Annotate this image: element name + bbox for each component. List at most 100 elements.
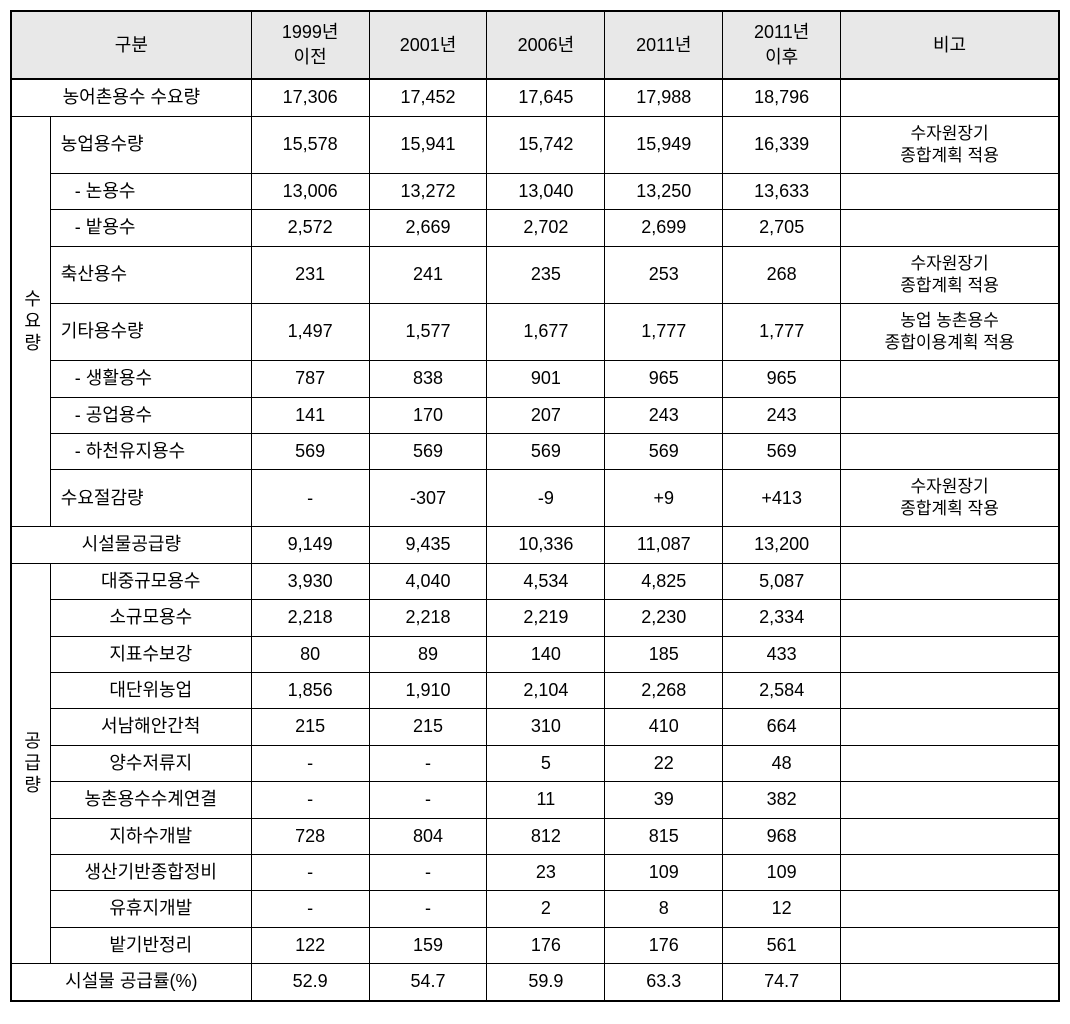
label-idle: 유휴지개발 [50,891,251,927]
cell: 1,497 [251,303,369,360]
cell: 569 [605,433,723,469]
cell: 2,699 [605,210,723,246]
cell: 2,702 [487,210,605,246]
cell: 3,930 [251,563,369,599]
cell: 965 [723,361,841,397]
cell: 4,825 [605,563,723,599]
row-river: - 하천유지용수 569 569 569 569 569 [11,433,1059,469]
cell: 2 [487,891,605,927]
label-largemid: 대중규모용수 [50,563,251,599]
side-demand: 수요량 [11,116,50,527]
cell: 54.7 [369,964,487,1001]
row-small: 소규모용수 2,218 2,218 2,219 2,230 2,334 [11,600,1059,636]
cell: 17,306 [251,79,369,116]
cell: 815 [605,818,723,854]
cell: - [251,854,369,890]
cell: 15,742 [487,116,605,173]
cell: 2,268 [605,673,723,709]
cell: 170 [369,397,487,433]
cell-note: 농업 농촌용수 종합이용계획 적용 [841,303,1059,360]
cell: 838 [369,361,487,397]
col-2006: 2006년 [487,11,605,79]
cell: - [369,854,487,890]
cell-note [841,397,1059,433]
cell: 140 [487,636,605,672]
row-tidal: 서남해안간척 215 215 310 410 664 [11,709,1059,745]
cell-note [841,818,1059,854]
cell: 231 [251,246,369,303]
cell: +413 [723,470,841,527]
label-pump: 양수저류지 [50,745,251,781]
cell-note: 수자원장기 종합계획 적용 [841,116,1059,173]
cell: 215 [251,709,369,745]
cell-note: 수자원장기 종합계획 적용 [841,246,1059,303]
row-livestock: 축산용수 231 241 235 253 268 수자원장기 종합계획 적용 [11,246,1059,303]
cell: 241 [369,246,487,303]
cell: - [369,745,487,781]
cell: 17,988 [605,79,723,116]
cell: 9,149 [251,527,369,563]
cell: 1,677 [487,303,605,360]
side-supply: 공급량 [11,563,50,963]
cell: 664 [723,709,841,745]
cell: - [369,782,487,818]
label-industrial: - 공업용수 [50,397,251,433]
cell: 48 [723,745,841,781]
cell: 965 [605,361,723,397]
row-paddy: - 논용수 13,006 13,272 13,040 13,250 13,633 [11,173,1059,209]
cell: 9,435 [369,527,487,563]
row-industrial: - 공업용수 141 170 207 243 243 [11,397,1059,433]
cell: - [251,891,369,927]
cell: 5 [487,745,605,781]
cell: 215 [369,709,487,745]
row-living: - 생활용수 787 838 901 965 965 [11,361,1059,397]
cell: 253 [605,246,723,303]
cell: 5,087 [723,563,841,599]
label-tidal: 서남해안간척 [50,709,251,745]
cell: 2,230 [605,600,723,636]
cell: 18,796 [723,79,841,116]
cell: 2,584 [723,673,841,709]
cell: 268 [723,246,841,303]
col-2011after: 2011년 이후 [723,11,841,79]
cell: 13,272 [369,173,487,209]
cell: 63.3 [605,964,723,1001]
col-2011: 2011년 [605,11,723,79]
cell-note [841,964,1059,1001]
cell: 11 [487,782,605,818]
label-other: 기타용수량 [50,303,251,360]
label-agri: 농업용수량 [50,116,251,173]
cell: +9 [605,470,723,527]
cell: 968 [723,818,841,854]
col-1999: 1999년 이전 [251,11,369,79]
cell: 243 [605,397,723,433]
cell: 207 [487,397,605,433]
cell: 1,777 [605,303,723,360]
row-largeagri: 대단위농업 1,856 1,910 2,104 2,268 2,584 [11,673,1059,709]
cell: 185 [605,636,723,672]
cell: -307 [369,470,487,527]
label-largeagri: 대단위농업 [50,673,251,709]
cell: 2,218 [251,600,369,636]
cell: - [251,470,369,527]
cell: 235 [487,246,605,303]
cell-note [841,600,1059,636]
label-total-demand: 농어촌용수 수요량 [11,79,251,116]
row-fieldarr: 밭기반정리 122 159 176 176 561 [11,927,1059,963]
label-rate: 시설물 공급률(%) [11,964,251,1001]
cell: 2,104 [487,673,605,709]
cell: 410 [605,709,723,745]
label-paddy: - 논용수 [50,173,251,209]
cell: 141 [251,397,369,433]
cell: 15,578 [251,116,369,173]
cell: 243 [723,397,841,433]
cell-note [841,527,1059,563]
label-fieldarr: 밭기반정리 [50,927,251,963]
cell-note [841,173,1059,209]
cell: 23 [487,854,605,890]
row-ground: 지하수개발 728 804 812 815 968 [11,818,1059,854]
cell-note [841,782,1059,818]
cell: 176 [605,927,723,963]
label-ground: 지하수개발 [50,818,251,854]
cell: 12 [723,891,841,927]
